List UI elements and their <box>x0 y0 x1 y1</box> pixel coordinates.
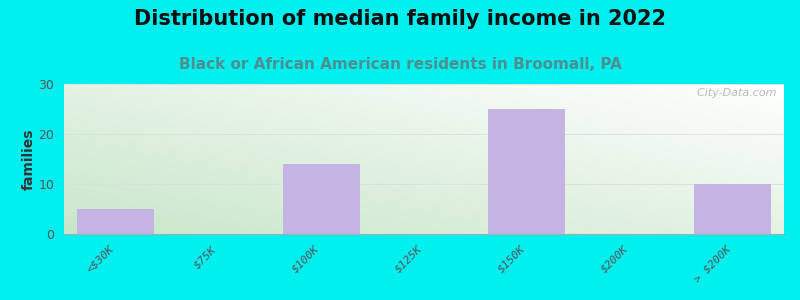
Bar <box>77 209 154 234</box>
Bar <box>694 184 771 234</box>
Text: Distribution of median family income in 2022: Distribution of median family income in … <box>134 9 666 29</box>
Text: Black or African American residents in Broomall, PA: Black or African American residents in B… <box>178 57 622 72</box>
Text: City-Data.com: City-Data.com <box>690 88 777 98</box>
Y-axis label: families: families <box>22 128 36 190</box>
Bar <box>282 164 360 234</box>
Bar <box>488 109 566 234</box>
